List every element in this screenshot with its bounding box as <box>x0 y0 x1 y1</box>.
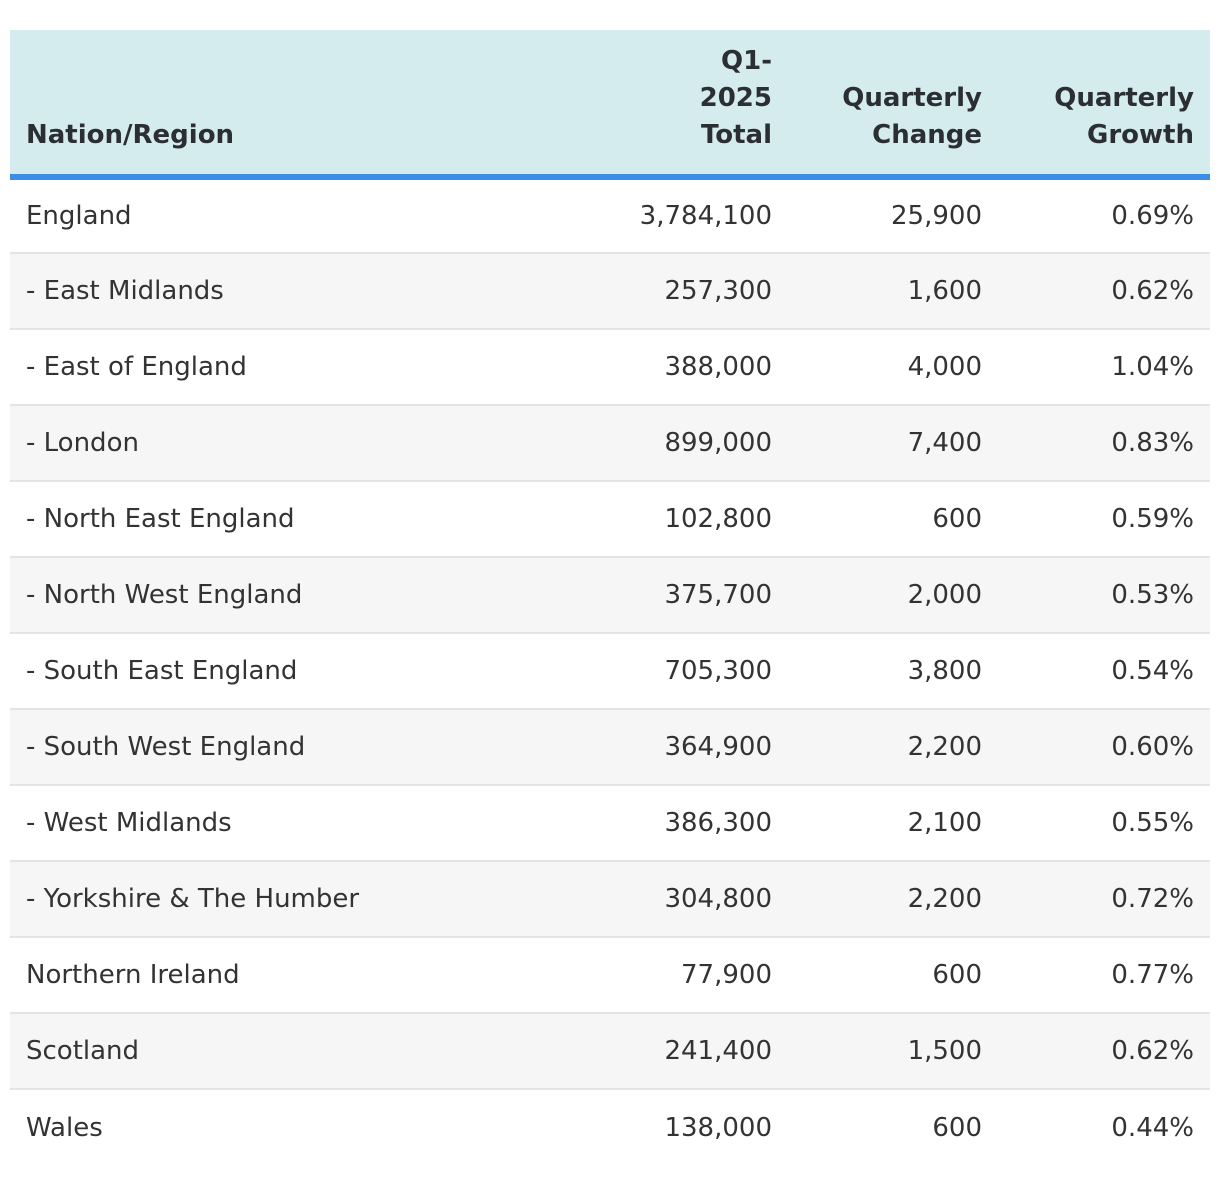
column-header-change-line1: Quarterly <box>842 83 982 113</box>
region-cell: Northern Ireland <box>10 937 583 1014</box>
growth-cell: 0.69% <box>998 177 1210 254</box>
change-cell: 1,600 <box>788 253 998 330</box>
table-row: - North West England 375,700 2,000 0.53% <box>10 557 1210 634</box>
column-header-total-line3: Total <box>700 120 772 150</box>
column-header-growth-line1: Quarterly <box>1054 83 1194 113</box>
total-cell: 364,900 <box>583 709 788 786</box>
growth-cell: 0.44% <box>1111 1112 1194 1143</box>
regional-data-table: Nation/Region Q1- 2025 Total Quarterly C… <box>10 30 1210 1165</box>
total-cell: 386,300 <box>583 785 788 862</box>
column-header-growth: Quarterly Growth <box>998 30 1210 180</box>
total-cell: 138,000 <box>664 1112 772 1143</box>
growth-cell: 0.54% <box>998 633 1210 710</box>
total-cell: 388,000 <box>583 329 788 406</box>
table-row: - Yorkshire & The Humber 304,800 2,200 0.72… <box>10 861 1210 938</box>
change-cell: 25,900 <box>788 177 998 254</box>
column-header-total: Q1- 2025 Total <box>583 30 788 180</box>
table-row: - South East England 705,300 3,800 0.54% <box>10 633 1210 710</box>
change-cell: 600 <box>788 481 998 558</box>
table-row: Northern Ireland 77,900 600 0.77% <box>10 937 1210 1014</box>
table-row: - West Midlands 386,300 2,100 0.55% <box>10 785 1210 862</box>
change-cell: 2,000 <box>788 557 998 634</box>
growth-cell: 0.77% <box>998 937 1210 1014</box>
table-row: Wales 138,000 600 0.44% <box>10 1089 1210 1165</box>
change-cell: 1,500 <box>788 1013 998 1090</box>
change-cell: 2,200 <box>788 709 998 786</box>
column-header-total-line1: Q1- <box>721 46 772 76</box>
region-cell: - South East England <box>10 633 583 710</box>
column-header-change: Quarterly Change <box>788 30 998 180</box>
change-cell: 2,100 <box>788 785 998 862</box>
region-cell: - London <box>10 405 583 482</box>
region-cell: Wales <box>26 1112 103 1143</box>
growth-cell: 1.04% <box>998 329 1210 406</box>
column-header-growth-line2: Growth <box>1087 120 1194 150</box>
region-cell: - North East England <box>10 481 583 558</box>
table-row: - North East England 102,800 600 0.59% <box>10 481 1210 558</box>
change-cell: 4,000 <box>788 329 998 406</box>
table-row: - East Midlands 257,300 1,600 0.62% <box>10 253 1210 330</box>
total-cell: 102,800 <box>583 481 788 558</box>
change-cell: 3,800 <box>788 633 998 710</box>
total-cell: 304,800 <box>583 861 788 938</box>
region-cell: England <box>10 177 583 254</box>
column-header-region: Nation/Region <box>10 30 583 180</box>
total-cell: 899,000 <box>583 405 788 482</box>
total-cell: 241,400 <box>583 1013 788 1090</box>
total-cell: 705,300 <box>583 633 788 710</box>
region-cell: - East Midlands <box>10 253 583 330</box>
table-row: England 3,784,100 25,900 0.69% <box>10 177 1210 254</box>
change-cell: 600 <box>788 937 998 1014</box>
growth-cell: 0.62% <box>998 253 1210 330</box>
table-row: - South West England 364,900 2,200 0.60% <box>10 709 1210 786</box>
growth-cell: 0.55% <box>998 785 1210 862</box>
change-cell: 600 <box>932 1112 982 1143</box>
region-cell: Scotland <box>10 1013 583 1090</box>
region-cell: - South West England <box>10 709 583 786</box>
growth-cell: 0.62% <box>998 1013 1210 1090</box>
growth-cell: 0.72% <box>998 861 1210 938</box>
total-cell: 77,900 <box>583 937 788 1014</box>
table-body: England 3,784,100 25,900 0.69% - East Midlan… <box>10 177 1210 1165</box>
table-row: - East of England 388,000 4,000 1.04% <box>10 329 1210 406</box>
growth-cell: 0.83% <box>998 405 1210 482</box>
change-cell: 2,200 <box>788 861 998 938</box>
growth-cell: 0.60% <box>998 709 1210 786</box>
region-cell: - West Midlands <box>10 785 583 862</box>
regional-data-table-container: Nation/Region Q1- 2025 Total Quarterly C… <box>10 30 1210 1165</box>
region-cell: - North West England <box>10 557 583 634</box>
total-cell: 3,784,100 <box>583 177 788 254</box>
header-row: Nation/Region Q1- 2025 Total Quarterly C… <box>10 30 1210 180</box>
column-header-total-line2: 2025 <box>699 83 772 113</box>
total-cell: 375,700 <box>583 557 788 634</box>
change-cell: 7,400 <box>788 405 998 482</box>
table-row: Scotland 241,400 1,500 0.62% <box>10 1013 1210 1090</box>
region-cell: - East of England <box>10 329 583 406</box>
total-cell: 257,300 <box>583 253 788 330</box>
growth-cell: 0.59% <box>998 481 1210 558</box>
column-header-region-label: Nation/Region <box>26 120 235 150</box>
growth-cell: 0.53% <box>998 557 1210 634</box>
column-header-change-line2: Change <box>872 120 982 150</box>
table-row: - London 899,000 7,400 0.83% <box>10 405 1210 482</box>
region-cell: - Yorkshire & The Humber <box>10 861 583 938</box>
table-header: Nation/Region Q1- 2025 Total Quarterly C… <box>10 30 1210 180</box>
